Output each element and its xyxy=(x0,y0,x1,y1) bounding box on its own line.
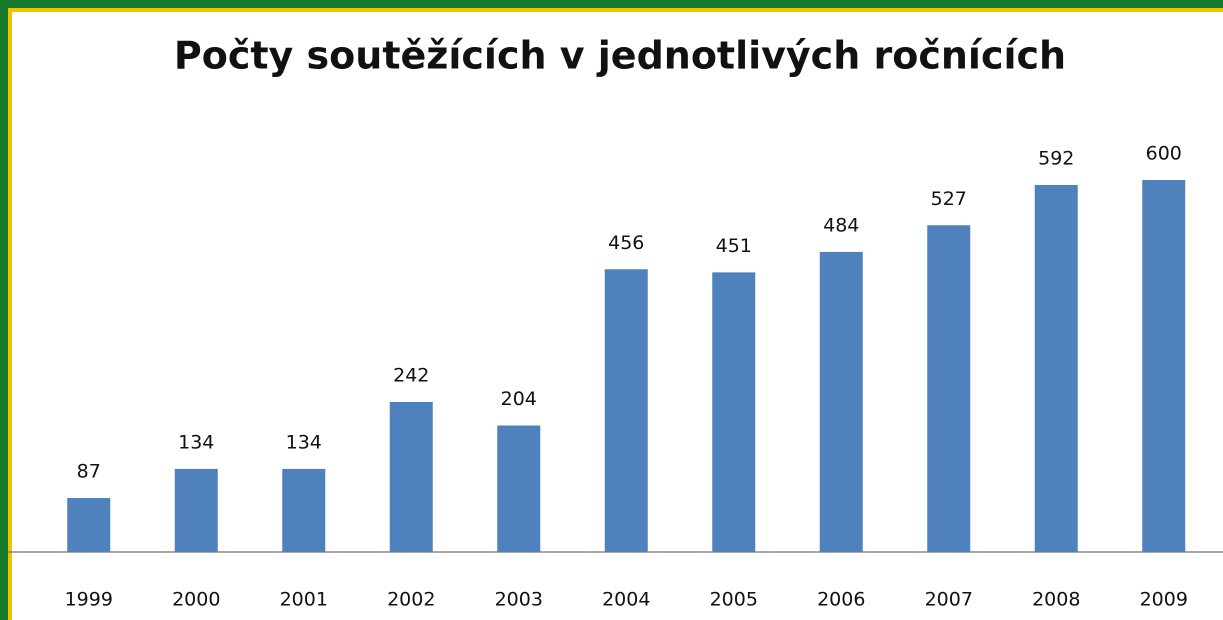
value-label: 204 xyxy=(501,388,537,410)
bar xyxy=(927,225,971,552)
x-tick-label: 1999 xyxy=(65,589,113,611)
bar xyxy=(1034,184,1078,552)
x-tick-label: 2004 xyxy=(602,589,650,611)
x-tick-label: 2001 xyxy=(280,589,328,611)
x-tick-label: 2008 xyxy=(1032,589,1080,611)
value-label: 600 xyxy=(1146,143,1182,165)
x-tick-label: 2007 xyxy=(925,589,973,611)
x-tick-label: 2003 xyxy=(495,589,543,611)
bar xyxy=(497,425,541,552)
value-label: 484 xyxy=(823,214,859,236)
bar xyxy=(67,498,111,552)
value-label: 592 xyxy=(1038,147,1074,169)
bar xyxy=(819,251,863,553)
bar xyxy=(604,269,648,552)
x-tick-label: 2005 xyxy=(710,589,758,611)
x-tick-label: 2009 xyxy=(1140,589,1188,611)
bar xyxy=(174,468,218,552)
bar xyxy=(282,468,326,552)
x-tick-label: 2002 xyxy=(387,589,435,611)
bar xyxy=(1142,180,1186,552)
value-label: 134 xyxy=(178,431,214,453)
x-tick-label: 2006 xyxy=(817,589,865,611)
bar xyxy=(389,401,433,552)
value-label: 242 xyxy=(393,364,429,386)
value-label: 134 xyxy=(286,431,322,453)
value-label: 451 xyxy=(716,235,752,257)
value-label: 456 xyxy=(608,232,644,254)
bar xyxy=(712,272,756,552)
value-label: 87 xyxy=(77,461,101,483)
value-label: 527 xyxy=(931,188,967,210)
x-tick-label: 2000 xyxy=(172,589,220,611)
chart-title: Počty soutěžících v jednotlivých ročnící… xyxy=(174,34,1066,78)
